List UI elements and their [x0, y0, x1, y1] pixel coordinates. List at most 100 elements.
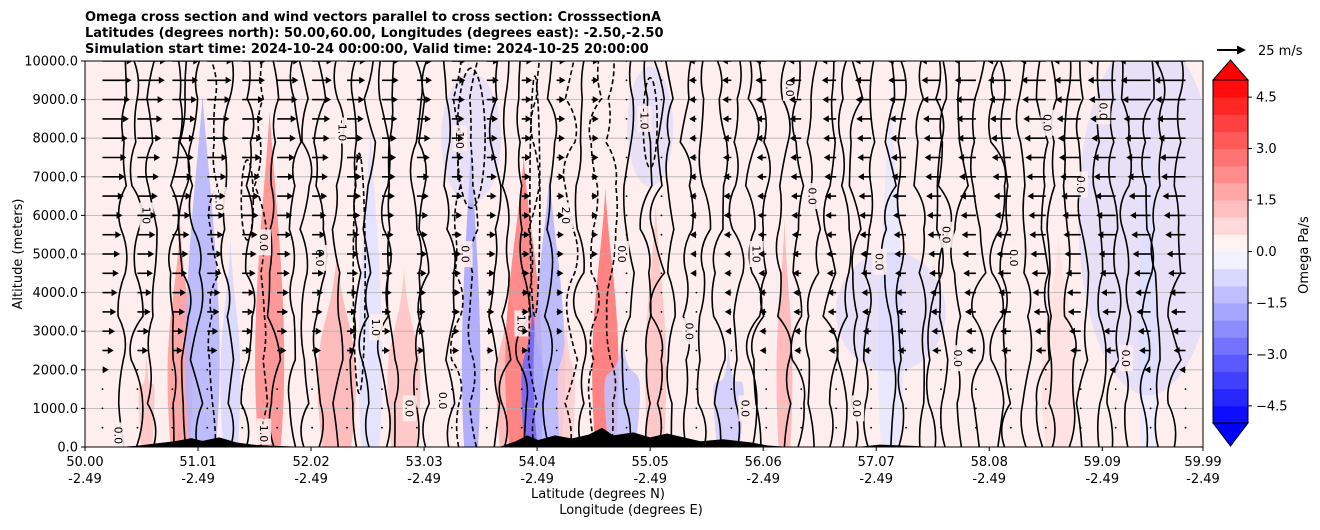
wind-vector-head — [895, 289, 902, 297]
wind-vector-head — [458, 96, 465, 104]
wind-vector — [870, 368, 872, 371]
colorbar-level — [1213, 80, 1248, 98]
wind-vector-head — [385, 308, 392, 316]
wind-vector-head — [350, 308, 357, 316]
wind-vector — [590, 272, 593, 275]
wind-vector-head — [894, 250, 901, 258]
title-line-1: Omega cross section and wind vectors par… — [85, 10, 661, 25]
wind-vector-head — [926, 211, 933, 219]
wind-vector-head — [522, 347, 529, 354]
wind-vector — [450, 407, 453, 410]
wind-vector-head — [1028, 211, 1035, 219]
wind-vector-head — [821, 61, 828, 65]
wind-vector-head — [722, 154, 729, 161]
wind-vector-head — [491, 154, 498, 161]
x-tick-label-lat: 56.06 — [745, 455, 782, 470]
wind-vector-head — [324, 96, 331, 104]
wind-vector — [870, 388, 872, 390]
wind-vector-head — [489, 231, 496, 239]
wind-vector-head — [392, 76, 399, 84]
wind-vector — [660, 156, 663, 159]
wind-vector-head — [591, 250, 598, 258]
wind-vector — [800, 426, 803, 429]
wind-vector — [590, 368, 593, 371]
wind-vector-head — [828, 347, 835, 354]
wind-vector-head — [487, 347, 494, 354]
colorbar-level — [1213, 320, 1248, 338]
colorbar-level — [1213, 371, 1248, 390]
contour-label-bg — [335, 117, 350, 144]
contour-line — [775, 61, 793, 447]
wind-vector-head — [1123, 115, 1130, 123]
wind-vector-head — [1058, 154, 1065, 161]
wind-vector-head — [251, 231, 258, 239]
wind-vector-head — [317, 289, 324, 297]
x-tick-label-lat: 53.03 — [405, 455, 442, 470]
wind-vector-head — [791, 211, 798, 219]
wind-vector-head — [1090, 115, 1097, 123]
wind-vector-head — [997, 269, 1004, 277]
wind-vector-head — [185, 192, 192, 200]
wind-vector-head — [758, 269, 765, 277]
wind-vector-head — [489, 269, 496, 277]
wind-vector-head — [788, 61, 795, 65]
wind-vector-head — [217, 231, 224, 239]
wind-vector — [485, 426, 488, 429]
wind-vector-head — [525, 96, 532, 104]
wind-vector-head — [1056, 115, 1063, 123]
contour-label: 0.0 — [940, 226, 953, 244]
wind-vector-head — [288, 173, 295, 181]
y-tick-label: 10000.0 — [24, 55, 78, 70]
wind-vector-head — [996, 250, 1003, 258]
wind-vector-head — [925, 173, 932, 181]
wind-vector-head — [1066, 289, 1073, 297]
wind-vector-head — [318, 269, 325, 277]
wind-vector-head — [1027, 192, 1034, 200]
wind-vector-head — [186, 173, 193, 181]
wind-vector-head — [523, 269, 530, 277]
wind-vector-head — [755, 76, 762, 84]
wind-vector-head — [177, 327, 184, 335]
wind-vector-head — [1063, 231, 1070, 239]
wind-vector-head — [722, 134, 729, 142]
wind-vector — [625, 272, 628, 275]
wind-vector-head — [559, 76, 566, 84]
contour-line — [988, 61, 1007, 447]
wind-vector-head — [351, 289, 358, 297]
wind-vector-head — [126, 61, 133, 65]
wind-vector-head — [689, 173, 696, 181]
wind-vector-head — [152, 173, 159, 181]
wind-vector-head — [419, 308, 426, 316]
wind-vector-head — [1025, 154, 1032, 161]
contour-line — [1015, 61, 1033, 447]
contour-line — [187, 61, 204, 447]
wind-vector — [555, 407, 558, 410]
wind-vector-head — [144, 308, 151, 316]
wind-vector — [1009, 426, 1012, 429]
wind-vector-head — [723, 211, 730, 219]
y-tick-label: 4000.0 — [33, 286, 79, 301]
wind-vector — [695, 426, 698, 429]
wind-vector-head — [350, 327, 357, 335]
wind-vector-head — [151, 192, 158, 200]
wind-vector — [660, 214, 663, 217]
wind-vector-head — [957, 134, 964, 142]
contour-label-bg — [458, 241, 473, 267]
wind-vector-head — [993, 192, 1000, 200]
wind-vector-head — [1020, 61, 1027, 65]
wind-vector-head — [856, 115, 863, 123]
colorbar-level — [1213, 97, 1248, 115]
wind-vector-head — [456, 211, 463, 219]
y-tick-label: 5000.0 — [33, 248, 79, 263]
wind-vector — [940, 388, 942, 390]
wind-vector-head — [1099, 269, 1106, 277]
wind-vector — [660, 272, 663, 275]
contour-line — [649, 61, 666, 447]
contour-line — [298, 61, 313, 447]
wind-vector-head — [285, 231, 292, 239]
wind-vector-head — [929, 289, 936, 297]
wind-vector — [206, 426, 209, 429]
wind-vector-head — [524, 173, 531, 181]
wind-vector-head — [352, 269, 359, 277]
wind-vector-head — [420, 269, 427, 277]
